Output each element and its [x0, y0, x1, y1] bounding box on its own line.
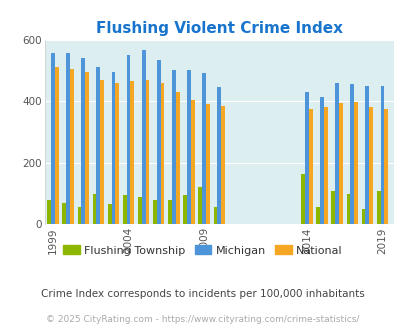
Bar [100, 80, 104, 224]
Bar [335, 83, 338, 224]
Bar [190, 100, 194, 224]
Bar [221, 106, 224, 224]
Bar [308, 109, 312, 224]
Bar [315, 208, 320, 224]
Bar [320, 97, 323, 224]
Bar [217, 87, 221, 224]
Bar [187, 70, 190, 224]
Bar [384, 109, 387, 224]
Bar [66, 53, 70, 224]
Bar [130, 81, 134, 224]
Bar [350, 84, 353, 224]
Bar [330, 190, 335, 224]
Bar [81, 58, 85, 224]
Text: Crime Index corresponds to incidents per 100,000 inhabitants: Crime Index corresponds to incidents per… [41, 289, 364, 299]
Bar [376, 190, 379, 224]
Bar [304, 92, 308, 224]
Bar [107, 204, 111, 224]
Bar [160, 83, 164, 224]
Bar [183, 195, 187, 224]
Bar [323, 107, 327, 224]
Bar [198, 187, 202, 224]
Bar [346, 194, 350, 224]
Bar [47, 200, 51, 224]
Bar [126, 55, 130, 224]
Bar [51, 53, 55, 224]
Bar [301, 174, 304, 224]
Bar [175, 92, 179, 224]
Bar [369, 107, 372, 224]
Bar [379, 86, 384, 224]
Bar [202, 74, 205, 224]
Legend: Flushing Township, Michigan, National: Flushing Township, Michigan, National [59, 241, 346, 260]
Bar [62, 203, 66, 224]
Bar [361, 209, 364, 224]
Bar [123, 195, 126, 224]
Bar [213, 208, 217, 224]
Bar [156, 60, 160, 224]
Bar [85, 72, 89, 224]
Bar [92, 194, 96, 224]
Bar [55, 67, 58, 224]
Title: Flushing Violent Crime Index: Flushing Violent Crime Index [96, 21, 342, 36]
Bar [111, 72, 115, 224]
Bar [338, 103, 342, 224]
Bar [172, 70, 175, 224]
Bar [205, 104, 209, 224]
Bar [141, 50, 145, 224]
Bar [364, 86, 369, 224]
Text: © 2025 CityRating.com - https://www.cityrating.com/crime-statistics/: © 2025 CityRating.com - https://www.city… [46, 315, 359, 324]
Bar [77, 208, 81, 224]
Bar [138, 197, 141, 224]
Bar [168, 200, 172, 224]
Bar [96, 67, 100, 224]
Bar [70, 69, 74, 224]
Bar [153, 200, 156, 224]
Bar [145, 80, 149, 224]
Bar [115, 83, 119, 224]
Bar [353, 102, 357, 224]
